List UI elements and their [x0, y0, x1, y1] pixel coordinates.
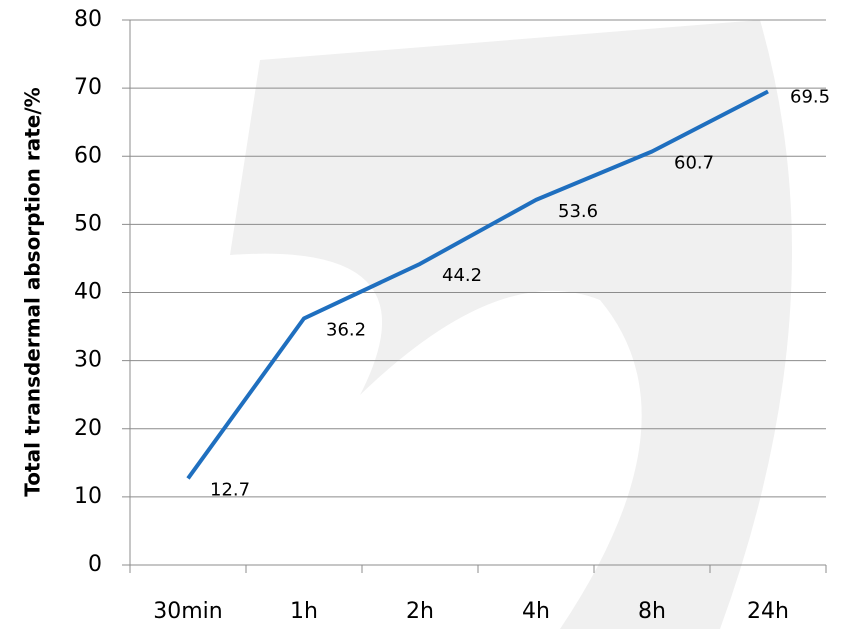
y-tick-label: 30	[74, 348, 102, 373]
x-tick-label: 4h	[522, 599, 550, 624]
x-tick-label: 2h	[406, 599, 434, 624]
watermark	[230, 20, 792, 629]
value-label: 44.2	[442, 265, 482, 286]
x-tick-label: 1h	[290, 599, 318, 624]
y-tick-label: 20	[74, 416, 102, 441]
value-label: 53.6	[558, 201, 598, 222]
line	[186, 89, 769, 480]
x-tick-label: 8h	[638, 599, 666, 624]
value-label: 60.7	[674, 152, 714, 173]
x-tick-label: 24h	[747, 599, 789, 624]
y-tick-label: 60	[74, 143, 102, 168]
value-label: 12.7	[210, 479, 250, 500]
y-tick-label: 0	[88, 552, 102, 577]
x-tick-label: 30min	[153, 599, 222, 624]
y-tick-label: 10	[74, 484, 102, 509]
value-label: 69.5	[790, 87, 830, 108]
value-label: 36.2	[326, 319, 366, 340]
y-axis-title: Total transdermal absorption rate/%	[21, 87, 45, 496]
y-tick-label: 50	[74, 211, 102, 236]
y-tick-label: 40	[74, 280, 102, 305]
y-tick-label: 70	[74, 75, 102, 100]
y-tick-label: 80	[74, 7, 102, 32]
